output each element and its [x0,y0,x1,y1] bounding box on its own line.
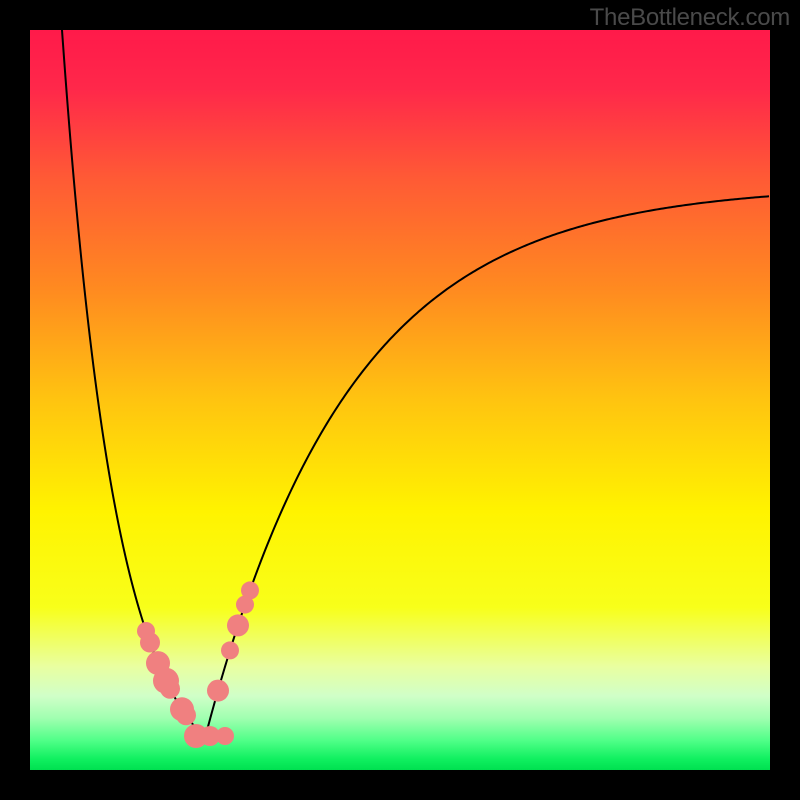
data-point [227,614,249,636]
data-point [221,641,239,659]
data-point [176,705,196,725]
heat-gradient-background [30,30,770,770]
data-point [207,680,229,702]
bottleneck-curve-chart [0,0,800,800]
data-point [160,679,180,699]
data-point [216,727,234,745]
data-point [241,581,259,599]
data-point [140,633,160,653]
watermark-text: TheBottleneck.com [590,4,790,32]
chart-root: TheBottleneck.com [0,0,800,800]
